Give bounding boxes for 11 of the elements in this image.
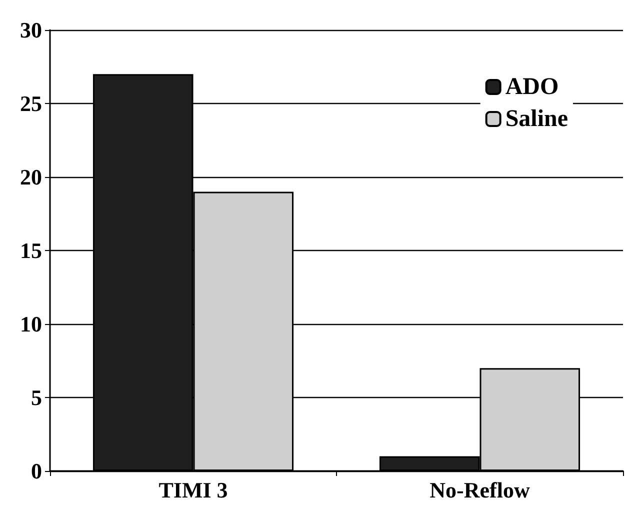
y-tick-label: 10 <box>20 312 42 336</box>
x-tick-label: No-Reflow <box>430 478 530 502</box>
y-tick-label: 5 <box>31 385 42 410</box>
legend-label: ADO <box>505 74 559 100</box>
legend-label: Saline <box>505 106 568 132</box>
y-tick-label: 30 <box>20 18 42 42</box>
y-tick-label: 25 <box>20 91 42 116</box>
y-tick-label: 20 <box>20 164 42 190</box>
y-tick-label: 0 <box>31 458 42 484</box>
y-tick-label: 15 <box>20 238 42 263</box>
x-tick-label: TIMI 3 <box>158 478 228 502</box>
